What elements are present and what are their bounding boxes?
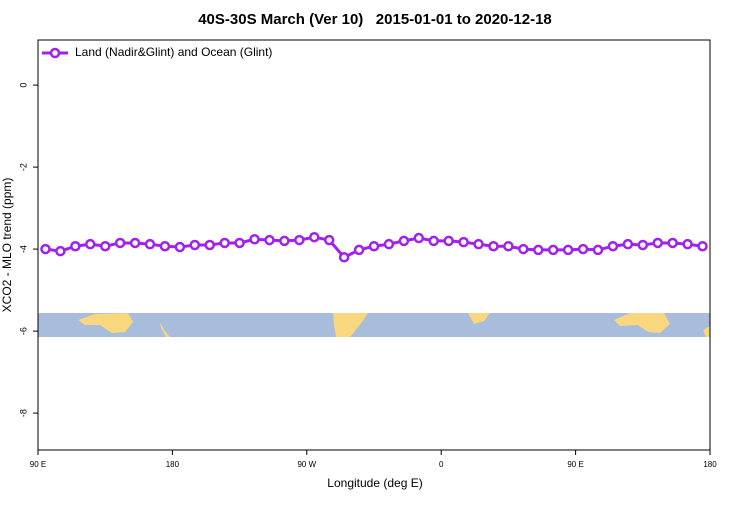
data-point (398, 235, 410, 247)
data-point (70, 240, 81, 252)
data-point (637, 239, 649, 251)
y-tick-label: -4 (18, 245, 28, 253)
x-tick-label: 90 W (297, 460, 316, 469)
data-point (264, 234, 275, 246)
data-point (458, 236, 469, 248)
x-tick-label: 90 E (30, 460, 46, 469)
data-point (652, 237, 663, 249)
legend-marker (49, 47, 61, 59)
data-point (55, 245, 66, 257)
data-point (219, 237, 230, 249)
data-point (174, 241, 186, 253)
data-point (682, 238, 693, 250)
data-point (368, 240, 380, 252)
data-point (85, 238, 96, 250)
data-point (249, 234, 260, 245)
y-tick-label: -2 (18, 163, 28, 171)
data-point (159, 240, 171, 252)
data-point (607, 240, 619, 252)
y-tick-label: -8 (18, 409, 28, 417)
x-axis-label: Longitude (deg E) (327, 476, 422, 490)
data-point (518, 243, 529, 255)
data-point (129, 237, 141, 249)
data-point (697, 240, 708, 252)
x-tick-label: 180 (703, 460, 717, 469)
data-point (144, 238, 156, 250)
data-point (323, 234, 335, 246)
data-point (234, 237, 245, 249)
chart-title: 40S-30S March (Ver 10) 2015-01-01 to 202… (198, 11, 552, 28)
data-point (443, 235, 454, 247)
x-tick-label: 0 (439, 460, 444, 469)
y-axis-label: XCO2 - MLO trend (ppm) (0, 178, 14, 313)
y-tick-label: 0 (18, 83, 28, 88)
data-point (622, 238, 634, 250)
data-point (473, 238, 484, 250)
legend-label: Land (Nadir&Glint) and Ocean (Glint) (75, 45, 272, 59)
y-tick-label: -6 (18, 327, 28, 335)
map-strip (38, 313, 710, 337)
data-point (189, 239, 201, 251)
data-point (338, 252, 350, 263)
data-point (503, 240, 514, 252)
data-point (413, 232, 425, 244)
data-point (279, 235, 290, 247)
data-point (294, 234, 305, 246)
data-point (562, 244, 574, 256)
data-point (204, 239, 215, 251)
data-point (114, 237, 126, 249)
data-point (577, 243, 589, 255)
data-point (353, 244, 365, 256)
data-point (99, 240, 111, 252)
data-point (547, 244, 559, 256)
data-point (488, 240, 499, 252)
plot-frame (37, 39, 711, 451)
x-tick-label: 90 E (567, 460, 583, 469)
data-point (533, 244, 544, 256)
data-point (592, 244, 604, 256)
data-point (383, 238, 395, 250)
x-tick-label: 180 (166, 460, 180, 469)
data-point (428, 235, 439, 247)
data-point (309, 231, 320, 243)
data-point (667, 237, 678, 249)
data-point (40, 243, 51, 255)
